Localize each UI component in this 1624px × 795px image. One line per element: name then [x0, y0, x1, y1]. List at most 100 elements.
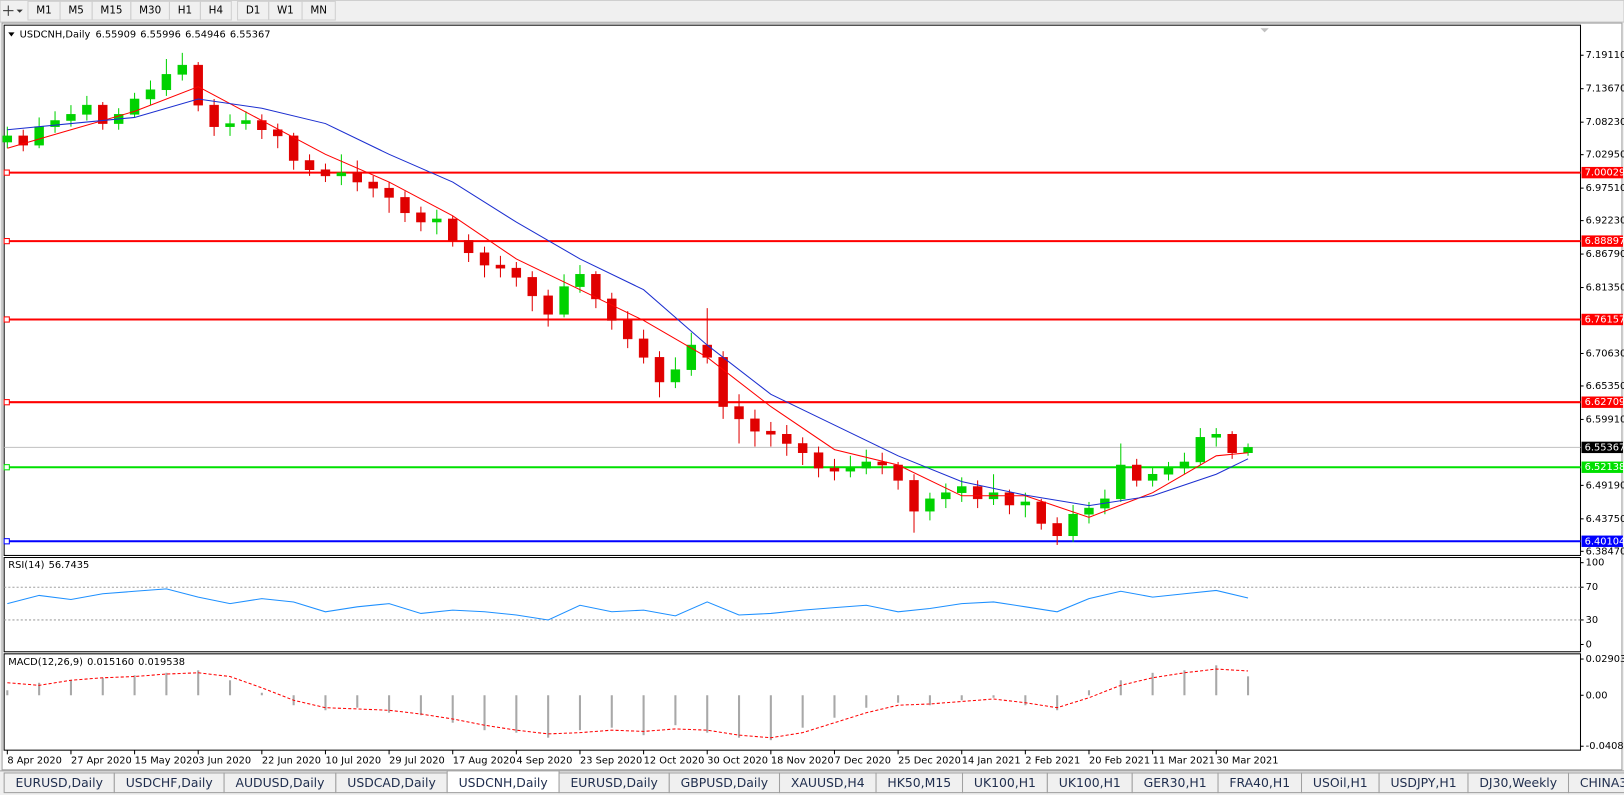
candle-body: [66, 114, 76, 121]
macd-bar: [578, 695, 582, 731]
symbol-tab[interactable]: GBPUSD,Daily: [668, 772, 781, 794]
tab-label[interactable]: UK100,H1: [974, 775, 1036, 790]
tab-label[interactable]: USOil,H1: [1313, 775, 1368, 790]
timeframe-label[interactable]: M15: [100, 5, 122, 17]
symbol-tab[interactable]: CHINA300,H1: [1567, 772, 1624, 794]
candle-body: [1211, 433, 1221, 438]
candle-body: [273, 129, 283, 137]
candle-body: [432, 218, 442, 223]
x-tick-label: 15 May 2020: [135, 756, 199, 767]
symbol-tab[interactable]: DJ30,Weekly: [1467, 772, 1570, 794]
macd-title: MACD(12,26,9): [8, 657, 83, 668]
timeframe-label[interactable]: M1: [36, 5, 52, 17]
tab-label[interactable]: AUDUSD,Daily: [235, 775, 324, 790]
x-tick-label: 12 Oct 2020: [644, 756, 705, 767]
tab-label[interactable]: EURUSD,Daily: [16, 775, 103, 790]
timeframe-button[interactable]: MN: [301, 0, 336, 21]
candle-body: [1004, 492, 1015, 506]
macd-bar: [6, 690, 9, 696]
candle-body: [50, 120, 60, 127]
candle-body: [638, 338, 649, 358]
symbol-tab[interactable]: EURUSD,Daily: [3, 772, 115, 794]
macd-signal-value: 0.019538: [138, 657, 185, 668]
tab-label[interactable]: DJ30,Weekly: [1479, 775, 1557, 790]
timeframe-label[interactable]: H4: [209, 5, 223, 17]
symbol-tab[interactable]: AUDUSD,Daily: [223, 772, 337, 794]
candle-body: [161, 74, 172, 91]
level-price-label: 6.88897: [1585, 236, 1624, 247]
tab-label[interactable]: GER30,H1: [1144, 775, 1207, 790]
candle-body: [766, 430, 776, 435]
macd-bar: [483, 695, 486, 731]
candle-body: [654, 357, 665, 383]
tab-label[interactable]: HK50,M15: [887, 775, 951, 790]
symbol-tab[interactable]: USDCAD,Daily: [335, 772, 448, 794]
candle-body: [34, 126, 44, 146]
candle-body: [416, 212, 426, 223]
macd-bar: [547, 695, 550, 738]
macd-bar: [992, 695, 995, 698]
tab-label[interactable]: USDJPY,H1: [1390, 775, 1456, 790]
timeframe-label[interactable]: D1: [246, 5, 261, 17]
symbol-tab[interactable]: USDCNH,Daily: [446, 770, 560, 794]
candle-body: [861, 461, 872, 469]
tab-box[interactable]: [1567, 772, 1624, 794]
symbol-tab[interactable]: USDCHF,Daily: [113, 772, 225, 794]
last-price-box: [1581, 441, 1623, 454]
macd-bar: [38, 682, 41, 696]
tab-label[interactable]: FRA40,H1: [1229, 775, 1290, 790]
macd-bar: [324, 695, 327, 711]
symbol-tab[interactable]: GER30,H1: [1131, 772, 1219, 794]
macd-bar: [610, 695, 613, 728]
macd-bar: [674, 695, 677, 726]
candle-body: [893, 464, 903, 481]
symbol-tab[interactable]: XAUUSD,H4: [778, 772, 877, 794]
y-tick-label: 7.02950: [1586, 150, 1624, 161]
timeframe-button[interactable]: H4: [199, 0, 232, 21]
symbol-tab[interactable]: FRA40,H1: [1217, 772, 1303, 794]
timeframe-label[interactable]: M5: [68, 5, 84, 17]
symbol-tab[interactable]: UK100,H1: [1046, 772, 1133, 794]
tab-label[interactable]: GBPUSD,Daily: [681, 775, 768, 790]
level-price-box: [1581, 535, 1623, 547]
tab-label[interactable]: CHINA300,H1: [1580, 775, 1624, 790]
tab-label[interactable]: USDCHF,Daily: [126, 775, 213, 790]
symbol-tab[interactable]: UK100,H1: [961, 772, 1048, 794]
timeframe-label[interactable]: MN: [310, 5, 327, 17]
candle-body: [718, 357, 728, 407]
tab-label[interactable]: EURUSD,Daily: [570, 775, 657, 790]
tab-label[interactable]: USDCNH,Daily: [459, 775, 548, 790]
candle-body: [1036, 501, 1046, 524]
candle-body: [543, 295, 553, 315]
macd-bar: [1056, 695, 1059, 711]
timeframe-label[interactable]: W1: [277, 5, 294, 17]
candle-body: [607, 298, 617, 321]
rsi-title: RSI(14): [8, 560, 44, 571]
macd-bar: [960, 695, 963, 701]
level-price-box: [1581, 461, 1623, 473]
macd-bar: [737, 695, 741, 738]
symbol-tab[interactable]: USOil,H1: [1300, 772, 1380, 794]
header-high: 6.55996: [140, 29, 181, 40]
macd-bar: [769, 695, 772, 741]
timeframe-box[interactable]: [301, 0, 336, 21]
symbol-tab[interactable]: USDJPY,H1: [1378, 772, 1469, 794]
crosshair-tool[interactable]: [3, 5, 23, 16]
candle-body: [575, 274, 585, 287]
macd-bar: [801, 695, 804, 728]
timeframe-label[interactable]: H1: [178, 5, 192, 17]
x-tick-label: 8 Apr 2020: [7, 756, 62, 767]
level-handle: [3, 538, 10, 545]
tab-label[interactable]: UK100,H1: [1059, 775, 1121, 790]
tab-label[interactable]: USDCAD,Daily: [347, 775, 436, 790]
symbol-tab[interactable]: EURUSD,Daily: [558, 772, 670, 794]
timeframe-box[interactable]: [199, 0, 232, 21]
candle-body: [288, 135, 299, 161]
y-tick-label: 30: [1586, 615, 1599, 626]
x-tick-label: 30 Oct 2020: [707, 756, 768, 767]
x-tick-label: 30 Mar 2021: [1216, 756, 1278, 767]
candle-body: [877, 461, 887, 466]
symbol-tab[interactable]: HK50,M15: [875, 772, 964, 794]
timeframe-label[interactable]: M30: [139, 5, 161, 17]
tab-label[interactable]: XAUUSD,H4: [791, 775, 865, 790]
